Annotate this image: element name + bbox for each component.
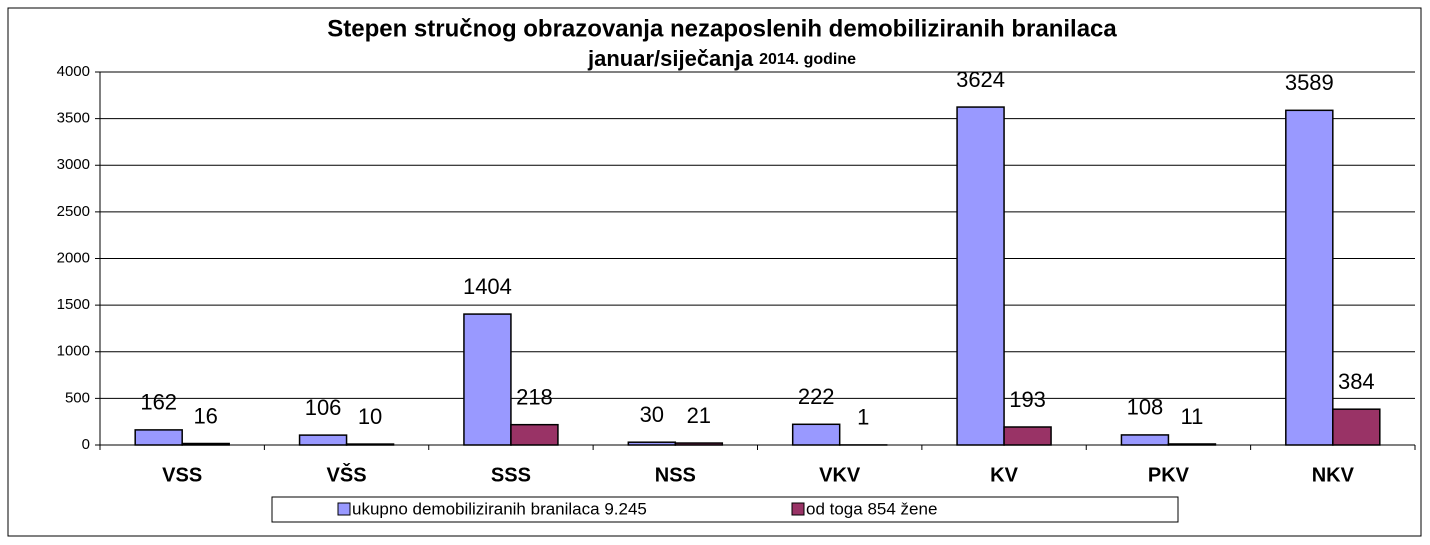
bar bbox=[345, 443, 395, 446]
x-tick-label: PKV bbox=[1148, 464, 1190, 486]
subtitle-part: 2014. godine bbox=[759, 51, 856, 68]
bar bbox=[1332, 408, 1381, 446]
data-label: 21 bbox=[687, 403, 711, 428]
bar bbox=[463, 313, 512, 446]
x-tick-label: NSS bbox=[655, 464, 696, 486]
chart-frame bbox=[7, 7, 1422, 537]
x-tick-label: VKV bbox=[819, 464, 861, 486]
legend-box bbox=[271, 496, 1179, 523]
data-label: 108 bbox=[1127, 395, 1164, 420]
x-tick-label: KV bbox=[990, 464, 1018, 486]
bar bbox=[791, 423, 841, 446]
y-tick-label: 2500 bbox=[57, 203, 90, 220]
data-label: 11 bbox=[1181, 404, 1204, 429]
legend-swatch bbox=[337, 502, 351, 516]
chart-subtitle: januar/siječanja 2014. godine bbox=[587, 46, 856, 71]
data-label: 10 bbox=[358, 404, 382, 429]
y-tick-label: 2000 bbox=[57, 249, 90, 266]
y-tick-label: 3000 bbox=[57, 156, 90, 173]
chart-title: Stepen stručnog obrazovanja nezaposlenih… bbox=[327, 15, 1117, 42]
y-tick-label: 500 bbox=[65, 389, 90, 406]
data-label: 193 bbox=[1009, 387, 1046, 412]
y-tick-label: 1500 bbox=[57, 296, 90, 313]
bar bbox=[298, 434, 348, 446]
legend-label: od toga 854 žene bbox=[806, 499, 937, 518]
bar bbox=[1003, 426, 1052, 446]
bar bbox=[627, 441, 677, 446]
data-label: 162 bbox=[140, 390, 177, 415]
y-tick-label: 3500 bbox=[57, 110, 90, 127]
x-tick-label: VŠS bbox=[327, 462, 367, 486]
y-tick-label: 1000 bbox=[57, 343, 90, 360]
data-label: 1 bbox=[857, 405, 869, 430]
data-label: 222 bbox=[798, 384, 835, 409]
y-tick-label: 0 bbox=[82, 436, 90, 453]
data-label: 3624 bbox=[956, 67, 1005, 92]
bar bbox=[181, 442, 230, 446]
data-label: 1404 bbox=[463, 274, 512, 299]
bar bbox=[1120, 434, 1170, 446]
data-label: 16 bbox=[193, 403, 217, 428]
data-label: 106 bbox=[305, 395, 342, 420]
y-tick-label: 4000 bbox=[57, 63, 90, 80]
x-tick-label: VSS bbox=[162, 464, 202, 486]
data-label: 30 bbox=[640, 402, 664, 427]
data-label: 384 bbox=[1338, 369, 1375, 394]
data-label: 3589 bbox=[1285, 70, 1334, 95]
legend-swatch bbox=[791, 502, 805, 516]
x-tick-label: SSS bbox=[491, 464, 531, 486]
bar bbox=[1167, 443, 1217, 446]
x-tick-label: NKV bbox=[1312, 464, 1355, 486]
bar bbox=[1285, 109, 1334, 446]
subtitle-part: januar/siječanja bbox=[587, 46, 754, 71]
bar bbox=[674, 442, 724, 446]
bar bbox=[134, 429, 183, 446]
bar bbox=[510, 423, 559, 446]
bar bbox=[956, 106, 1005, 446]
data-label: 218 bbox=[516, 384, 553, 409]
legend-label: ukupno demobiliziranih branilaca 9.245 bbox=[352, 499, 647, 518]
